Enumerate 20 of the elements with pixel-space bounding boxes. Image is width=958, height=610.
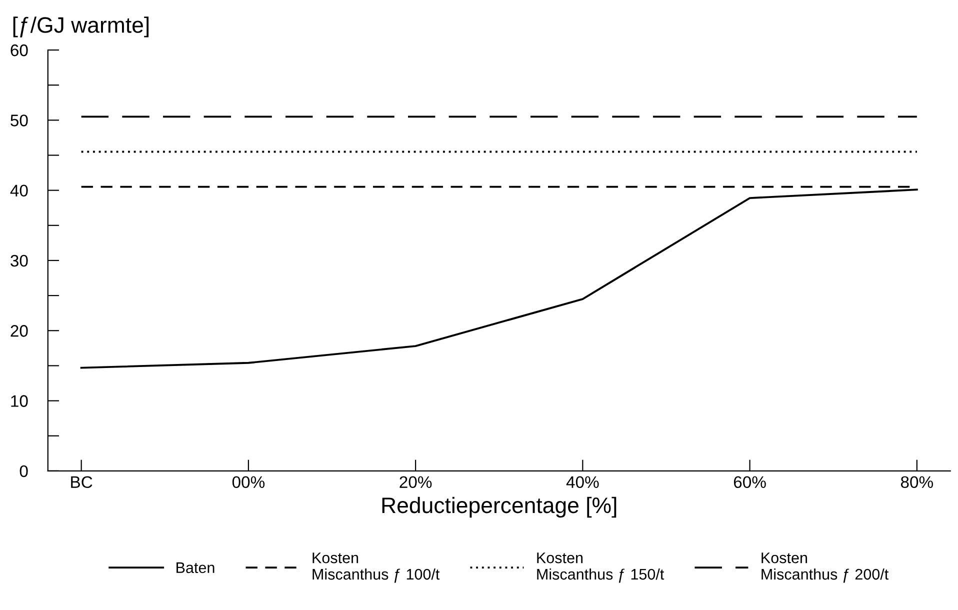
y-tick-label: 0 <box>20 465 28 478</box>
x-tick-label: 80% <box>900 476 933 488</box>
x-tick-label: 40% <box>566 476 599 488</box>
y-tick-label: 10 <box>11 395 28 407</box>
y-tick-label: 20 <box>10 325 28 337</box>
y-tick-label: 60 <box>10 44 28 56</box>
legend-label: Kosten Miscanthus ƒ 200/t <box>762 552 889 583</box>
legend-label: Kosten Miscanthus ƒ 150/t <box>537 552 664 583</box>
legend-label: Baten <box>176 562 214 574</box>
y-tick-label: 40 <box>10 184 28 197</box>
line-series <box>80 188 918 369</box>
x-tick-label: 00% <box>232 476 265 488</box>
legend-label: Kosten Miscanthus ƒ 100/t <box>312 552 440 583</box>
y-tick-label: 50 <box>10 114 28 126</box>
x-tick-label: 20% <box>400 476 432 488</box>
x-tick-label: 60% <box>734 476 766 488</box>
y-tick-label: 30 <box>10 254 28 267</box>
x-tick-label: BC <box>71 476 92 488</box>
x-axis-title: Reductiepercentage [%] <box>382 496 616 518</box>
y-axis-title: [ƒ/GJ warmte] <box>13 16 149 38</box>
